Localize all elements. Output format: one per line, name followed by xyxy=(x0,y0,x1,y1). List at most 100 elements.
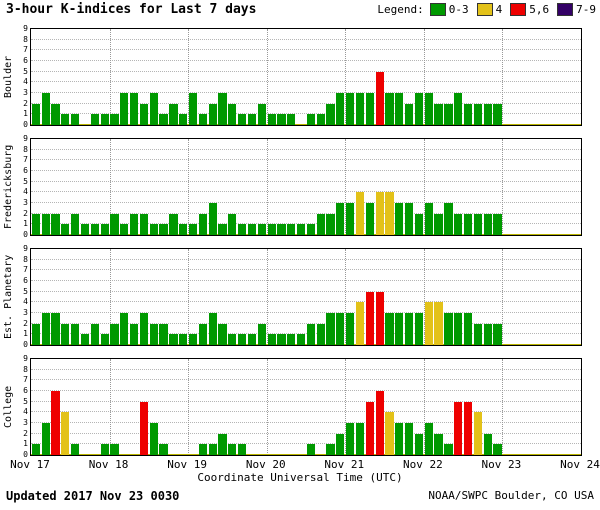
k-index-bar xyxy=(483,433,492,455)
vertical-gridline xyxy=(188,29,190,125)
y-tick-label: 9 xyxy=(23,134,28,143)
y-tick-label: 1 xyxy=(23,329,28,339)
vertical-gridline xyxy=(345,359,347,455)
k-index-bar xyxy=(316,323,325,345)
y-tick-label: 8 xyxy=(23,34,28,44)
k-index-bar xyxy=(41,423,50,455)
k-index-bar xyxy=(483,103,492,125)
y-tick-label: 5 xyxy=(23,286,28,296)
y-tick-label: 7 xyxy=(23,155,28,165)
horizontal-gridline xyxy=(31,60,581,61)
vertical-gridline xyxy=(109,359,111,455)
legend-item-label: 5,6 xyxy=(529,3,550,16)
y-tick-label: 4 xyxy=(23,297,28,307)
k-index-bar xyxy=(41,213,50,235)
k-index-bar xyxy=(247,334,257,345)
k-index-bar xyxy=(306,323,316,345)
k-index-bar xyxy=(257,323,266,345)
k-index-bar xyxy=(90,114,99,125)
k-index-bar xyxy=(198,444,207,455)
k-index-bar xyxy=(414,433,424,455)
y-tick-label: 3 xyxy=(23,418,28,427)
k-index-bar xyxy=(159,323,168,345)
k-index-bar xyxy=(120,313,129,345)
horizontal-gridline xyxy=(31,290,581,292)
k-index-bar xyxy=(51,103,60,125)
k-index-bar xyxy=(218,93,227,125)
k-index-bar xyxy=(395,93,404,125)
horizontal-gridline xyxy=(31,269,581,271)
k-index-bar xyxy=(61,224,70,235)
k-index-bar xyxy=(228,334,237,345)
k-index-bar xyxy=(365,93,374,125)
k-index-bar xyxy=(434,213,443,235)
k-index-bar xyxy=(346,313,355,345)
horizontal-gridline xyxy=(31,390,581,391)
x-tick-label: Nov 23 xyxy=(481,458,522,471)
k-index-bar xyxy=(31,213,41,235)
k-index-bar xyxy=(493,103,502,125)
horizontal-gridline xyxy=(31,322,581,324)
y-tick-label: 6 xyxy=(23,386,28,395)
k-index-bar xyxy=(493,323,502,345)
vertical-gridline xyxy=(502,29,504,125)
legend-swatch-green xyxy=(429,3,446,16)
legend-label: Legend: xyxy=(377,3,424,16)
vertical-gridline xyxy=(188,359,190,455)
horizontal-gridline xyxy=(31,422,581,423)
updated-timestamp: Updated 2017 Nov 23 0030 xyxy=(6,489,180,503)
k-index-bar xyxy=(395,313,404,345)
k-index-bar xyxy=(179,114,188,125)
vertical-gridline xyxy=(188,249,190,345)
k-index-bar xyxy=(316,114,325,125)
k-index-bar xyxy=(493,213,502,235)
k-index-bar xyxy=(110,213,119,235)
k-index-bar xyxy=(130,323,139,345)
k-index-bar xyxy=(100,224,109,235)
y-tick-label: 8 xyxy=(23,364,28,374)
k-index-bar xyxy=(385,412,394,455)
panel-fredericksburg: Fredericksburg 9 8 7 6 5 4 3 2 1 0 xyxy=(3,135,582,239)
legend-swatch-red xyxy=(510,3,527,16)
horizontal-gridline xyxy=(31,301,581,303)
k-index-bar xyxy=(355,423,365,455)
k-index-bar xyxy=(100,444,109,455)
k-index-bar xyxy=(434,103,443,125)
k-index-bar xyxy=(444,203,453,235)
k-index-bar xyxy=(61,323,70,345)
y-tick-label: 5 xyxy=(23,176,28,186)
k-index-bar xyxy=(71,114,80,125)
k-index-bar xyxy=(414,93,424,125)
k-index-bar xyxy=(473,412,482,455)
k-index-bar xyxy=(169,334,178,345)
baseline xyxy=(31,454,581,455)
horizontal-gridline xyxy=(31,170,581,171)
k-index-bar xyxy=(355,93,365,125)
k-index-bar xyxy=(375,291,384,345)
k-index-bar xyxy=(375,391,384,455)
k-index-bar xyxy=(414,213,424,235)
y-tick-label: 4 xyxy=(23,187,28,197)
y-tick-label: 3 xyxy=(23,308,28,317)
k-index-bar xyxy=(61,412,70,455)
k-index-bar xyxy=(326,444,335,455)
k-index-bar xyxy=(139,401,149,455)
chart-header: 3-hour K-indices for Last 7 days Legend:… xyxy=(6,2,596,17)
k-index-bar xyxy=(228,213,237,235)
panels-area: Boulder 9 8 7 6 5 4 3 2 1 0 Fredericksburg 9 8 7 6 5 4 3 2 1… xyxy=(3,25,582,468)
k-index-bar xyxy=(473,213,482,235)
k-index-bar xyxy=(375,192,384,235)
y-tick-label: 9 xyxy=(23,24,28,33)
horizontal-gridline xyxy=(31,70,581,72)
vertical-gridline xyxy=(109,29,111,125)
k-index-bar xyxy=(424,203,433,235)
k-index-bar xyxy=(188,334,198,345)
x-tick-label: Nov 18 xyxy=(88,458,129,471)
horizontal-gridline xyxy=(31,223,581,225)
k-index-bar xyxy=(208,444,217,455)
x-tick-label: Nov 17 xyxy=(10,458,50,471)
vertical-gridline xyxy=(345,249,347,345)
k-index-bar xyxy=(424,423,433,455)
k-index-bar xyxy=(405,103,414,125)
